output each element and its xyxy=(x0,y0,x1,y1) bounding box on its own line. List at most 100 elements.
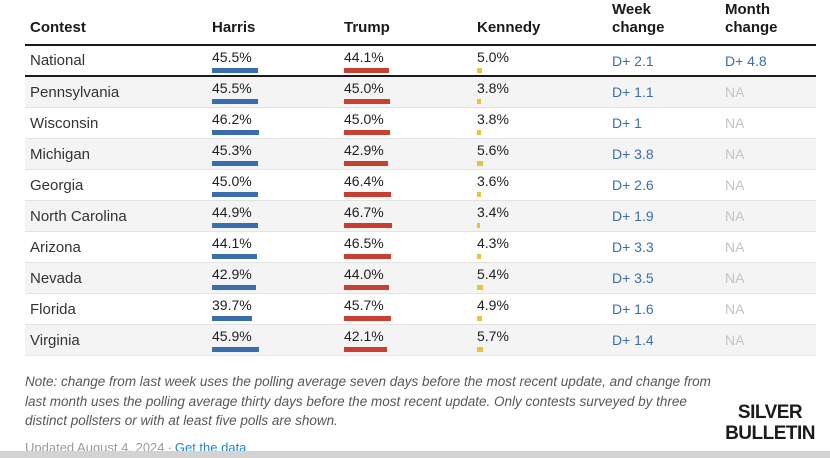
kennedy-value: 3.6% xyxy=(477,173,509,189)
trump-cell: 46.7% xyxy=(344,201,477,231)
kennedy-bar xyxy=(477,130,481,135)
kennedy-cell: 5.4% xyxy=(477,263,612,293)
trump-cell: 46.4% xyxy=(344,170,477,200)
polling-table: Contest Harris Trump Kennedy Week change… xyxy=(25,0,816,356)
harris-value: 46.2% xyxy=(212,111,252,127)
kennedy-cell: 4.9% xyxy=(477,294,612,324)
week-change-cell: D+ 3.5 xyxy=(612,270,654,286)
month-change-cell: NA xyxy=(725,270,745,286)
month-change-cell: D+ 4.8 xyxy=(725,52,767,69)
column-header-contest: Contest xyxy=(30,19,86,37)
month-change-cell: NA xyxy=(725,208,745,224)
trump-value: 46.4% xyxy=(344,173,384,189)
kennedy-bar xyxy=(477,347,483,352)
harris-bar xyxy=(212,68,258,73)
table-row: Michigan 45.3% 42.9% 5.6% D+ 3.8 NA xyxy=(25,139,816,170)
table-row: Virginia 45.9% 42.1% 5.7% D+ 1.4 NA xyxy=(25,325,816,356)
table-row: Arizona 44.1% 46.5% 4.3% D+ 3.3 NA xyxy=(25,232,816,263)
column-header-week-change: Week change xyxy=(612,0,665,37)
harris-cell: 42.9% xyxy=(212,263,344,293)
contest-label: Pennsylvania xyxy=(30,83,120,101)
logo-line-1: SILVER xyxy=(737,402,803,424)
column-header-month-change: Month change xyxy=(725,0,778,37)
kennedy-cell: 3.8% xyxy=(477,108,612,138)
trump-bar xyxy=(344,192,391,197)
harris-bar xyxy=(212,161,258,166)
harris-cell: 46.2% xyxy=(212,108,344,138)
get-the-data-link[interactable]: Get the data xyxy=(174,439,247,455)
kennedy-value: 3.8% xyxy=(477,80,509,96)
trump-bar xyxy=(344,316,391,321)
trump-value: 42.1% xyxy=(344,328,384,344)
updated-line: Updated August 4, 2024 · Get the data xyxy=(25,440,830,455)
month-change-cell: NA xyxy=(725,177,745,193)
harris-value: 45.5% xyxy=(212,80,252,96)
contest-label: Florida xyxy=(30,300,76,318)
trump-cell: 44.0% xyxy=(344,263,477,293)
trump-value: 45.0% xyxy=(344,80,384,96)
silver-bulletin-logo: SILVER BULLETIN xyxy=(725,402,815,445)
week-change-cell: D+ 2.6 xyxy=(612,177,654,193)
week-change-cell: D+ 1.6 xyxy=(612,301,654,317)
harris-cell: 45.3% xyxy=(212,139,344,169)
week-change-cell: D+ 2.1 xyxy=(612,52,654,69)
kennedy-bar xyxy=(477,161,483,166)
trump-bar xyxy=(344,254,391,259)
harris-cell: 44.9% xyxy=(212,201,344,231)
harris-value: 42.9% xyxy=(212,266,252,282)
contest-label: Michigan xyxy=(30,145,91,163)
harris-bar xyxy=(212,223,258,228)
contest-label: National xyxy=(30,52,86,69)
week-change-cell: D+ 1 xyxy=(612,115,642,131)
harris-bar xyxy=(212,285,256,290)
contest-label: Georgia xyxy=(30,176,84,194)
kennedy-cell: 5.7% xyxy=(477,325,612,355)
kennedy-bar xyxy=(477,68,482,73)
month-change-cell: NA xyxy=(725,239,745,255)
kennedy-value: 5.6% xyxy=(477,142,509,158)
trump-value: 44.0% xyxy=(344,266,384,282)
table-row: National 45.5% 44.1% 5.0% D+ 2.1 D+ 4.8 xyxy=(25,46,816,77)
harris-bar xyxy=(212,192,258,197)
harris-bar xyxy=(212,254,257,259)
harris-value: 44.1% xyxy=(212,235,252,251)
harris-value: 45.0% xyxy=(212,173,252,189)
kennedy-bar xyxy=(477,99,481,104)
month-change-cell: NA xyxy=(725,84,745,100)
column-header-trump: Trump xyxy=(344,19,390,37)
table-row: Nevada 42.9% 44.0% 5.4% D+ 3.5 NA xyxy=(25,263,816,294)
month-change-cell: NA xyxy=(725,301,745,317)
kennedy-cell: 5.6% xyxy=(477,139,612,169)
kennedy-cell: 3.4% xyxy=(477,201,612,231)
trump-bar xyxy=(344,161,388,166)
trump-bar xyxy=(344,130,390,135)
dot-separator: · xyxy=(167,439,172,455)
contest-label: Virginia xyxy=(30,331,80,349)
harris-bar xyxy=(212,99,258,104)
harris-value: 45.5% xyxy=(212,49,252,65)
trump-cell: 42.9% xyxy=(344,139,477,169)
table-row: Georgia 45.0% 46.4% 3.6% D+ 2.6 NA xyxy=(25,170,816,201)
trump-cell: 42.1% xyxy=(344,325,477,355)
kennedy-value: 3.4% xyxy=(477,204,509,220)
kennedy-bar xyxy=(477,285,483,290)
bottom-strip xyxy=(0,451,830,458)
harris-bar xyxy=(212,316,252,321)
table-body: National 45.5% 44.1% 5.0% D+ 2.1 D+ 4.8 … xyxy=(25,46,816,356)
month-change-cell: NA xyxy=(725,115,745,131)
kennedy-cell: 4.3% xyxy=(477,232,612,262)
month-change-cell: NA xyxy=(725,146,745,162)
harris-cell: 45.0% xyxy=(212,170,344,200)
table-note: Note: change from last week uses the pol… xyxy=(25,374,711,429)
harris-bar xyxy=(212,130,259,135)
trump-cell: 46.5% xyxy=(344,232,477,262)
contest-label: Wisconsin xyxy=(30,114,99,132)
kennedy-value: 5.7% xyxy=(477,328,509,344)
trump-bar xyxy=(344,68,389,73)
kennedy-value: 5.0% xyxy=(477,49,509,65)
kennedy-value: 5.4% xyxy=(477,266,509,282)
trump-bar xyxy=(344,99,390,104)
week-change-cell: D+ 3.3 xyxy=(612,239,654,255)
contest-label: Arizona xyxy=(30,238,81,256)
updated-date: Updated August 4, 2024 xyxy=(25,439,165,455)
